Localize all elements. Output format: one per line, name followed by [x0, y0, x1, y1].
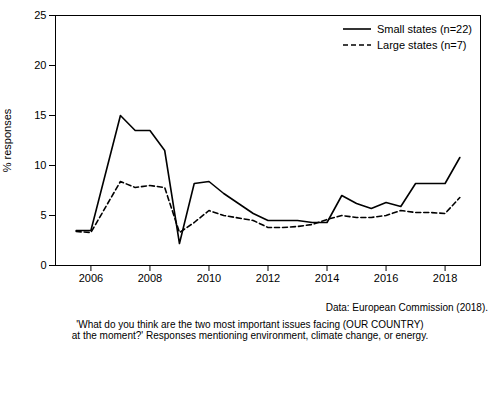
svg-text:0: 0	[40, 259, 46, 271]
svg-text:2012: 2012	[256, 272, 280, 284]
html-text:at the moment?' Responses ment: at the moment?' Responses mentioning env…	[71, 330, 429, 341]
svg-text:2008: 2008	[138, 272, 162, 284]
svg-text:20: 20	[34, 59, 46, 71]
svg-text:2016: 2016	[374, 272, 398, 284]
svg-text:2010: 2010	[197, 272, 221, 284]
svg-text:2014: 2014	[315, 272, 339, 284]
html-text:Data: European Commission (201: Data: European Commission (2018).	[325, 302, 488, 313]
svg-text:2018: 2018	[433, 272, 457, 284]
svg-text:5: 5	[40, 209, 46, 221]
html-text:Large states (n=7): Large states (n=7)	[376, 39, 467, 51]
html-text:Small states (n=22): Small states (n=22)	[376, 23, 472, 35]
svg-text:10: 10	[34, 159, 46, 171]
svg-text:15: 15	[34, 109, 46, 121]
svg-text:25: 25	[34, 9, 46, 21]
svg-text:% responses: % responses	[1, 108, 13, 172]
svg-text:2006: 2006	[79, 272, 103, 284]
html-text:'What do you think are the two: 'What do you think are the two most impo…	[76, 319, 424, 330]
